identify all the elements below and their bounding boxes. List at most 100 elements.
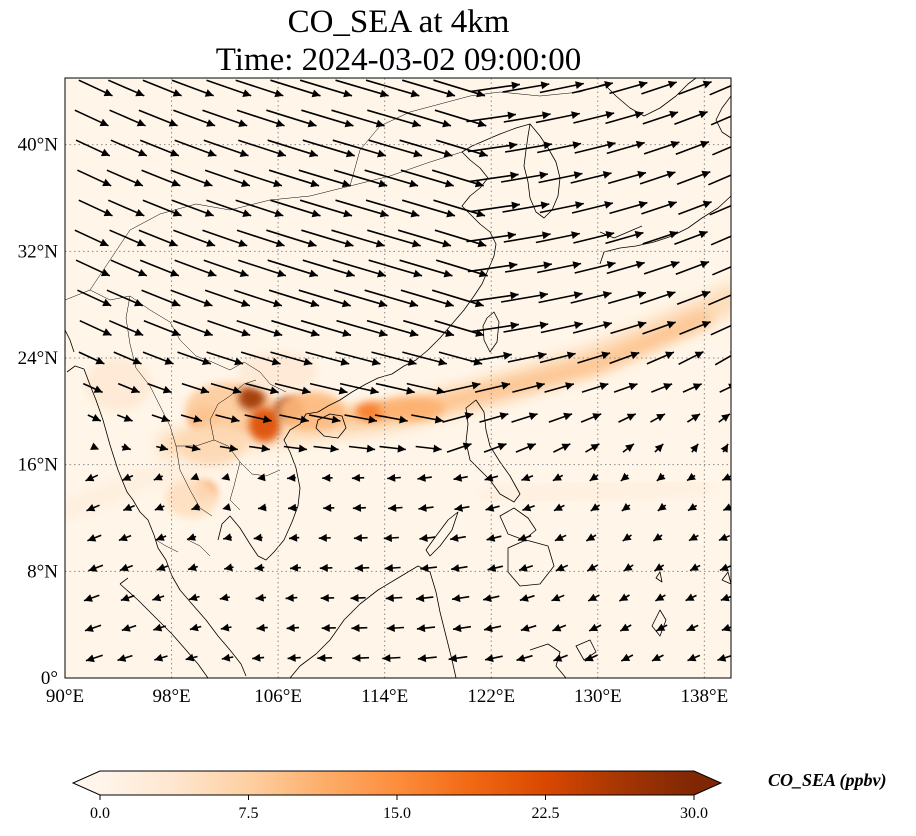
wind-arrow [234, 289, 283, 308]
wind-arrow [571, 201, 614, 214]
wind-arrow [620, 472, 630, 482]
coastline-pacific-islands [655, 571, 731, 585]
wind-arrow [686, 413, 701, 423]
wind-arrow [712, 266, 731, 276]
colorbar-max-extension [694, 771, 721, 795]
wind-arrow [646, 351, 675, 365]
wind-arrow [401, 199, 456, 218]
wind-arrow [170, 169, 213, 187]
wind-arrow [651, 383, 673, 393]
wind-arrow [106, 289, 144, 307]
wind-arrow [450, 564, 468, 572]
wind-arrow [522, 503, 535, 512]
wind-arrow [537, 261, 582, 274]
wind-arrow [109, 109, 146, 127]
wind-arrow [171, 199, 214, 217]
wind-arrow [544, 382, 575, 393]
wind-arrow [174, 259, 217, 277]
lat-tick-label: 40°N [18, 135, 59, 156]
map-frame [64, 77, 732, 679]
wind-arrow [554, 533, 567, 542]
wind-arrow [539, 81, 584, 94]
wind-arrow [416, 624, 436, 633]
wind-arrow [642, 110, 679, 125]
wind-arrow [236, 229, 285, 248]
wind-arrow [122, 503, 135, 512]
wind-arrow [621, 503, 631, 512]
wind-arrow [675, 140, 710, 156]
wind-arrow [590, 503, 601, 512]
wind-arrow [118, 533, 132, 542]
wind-arrow [301, 109, 354, 128]
wind-arrow [518, 564, 534, 572]
wind-arrow [308, 414, 341, 424]
wind-arrow [188, 593, 200, 602]
wind-arrow [254, 563, 265, 572]
wind-arrow [255, 593, 267, 602]
wind-arrow [452, 624, 472, 633]
wind-arrow [585, 443, 600, 453]
coastline-palawan [425, 511, 459, 557]
wind-arrow [78, 199, 113, 217]
wind-arrow [77, 289, 112, 307]
wind-arrow [639, 170, 676, 185]
co-hotspot [238, 386, 265, 410]
wind-arrow [154, 653, 168, 662]
wind-arrow [484, 473, 499, 482]
wind-arrow [570, 171, 612, 184]
wind-arrow [443, 381, 481, 393]
wind-arrow [470, 81, 521, 93]
colorbar-gradient [100, 771, 694, 795]
wind-arrow [252, 653, 265, 662]
wind-arrow [238, 259, 287, 278]
colorbar-tick-label: 0.0 [90, 805, 110, 822]
wind-arrow [383, 534, 399, 542]
lat-tick-label: 24°N [18, 348, 59, 369]
wind-arrow [446, 442, 472, 453]
wind-arrow [435, 139, 488, 158]
wind-arrow [613, 382, 638, 393]
wind-arrow [113, 351, 142, 365]
wind-arrow [350, 594, 366, 602]
wind-arrow [180, 414, 203, 423]
wind-arrow [641, 80, 677, 95]
wind-arrow [403, 319, 455, 337]
co-hotspot [164, 478, 219, 518]
wind-arrow [643, 140, 680, 155]
wind-arrow [253, 533, 263, 542]
wind-arrow [682, 383, 703, 393]
wind-arrow [535, 231, 580, 244]
wind-arrow [206, 351, 244, 366]
wind-arrow [688, 533, 699, 542]
wind-arrow [352, 654, 370, 662]
wind-arrow [555, 563, 569, 572]
wind-arrow [335, 79, 389, 98]
wind-arrow [433, 79, 486, 98]
wind-arrow [504, 261, 553, 273]
wind-arrow [708, 294, 731, 306]
wind-arrow [142, 79, 182, 97]
wind-arrow [153, 623, 167, 632]
lat-tick-label: 16°N [18, 455, 59, 476]
wind-arrow [580, 413, 602, 423]
wind-arrow [221, 473, 231, 481]
wind-arrow [285, 593, 298, 602]
wind-arrow [622, 443, 635, 453]
wind-arrow [382, 654, 401, 663]
coastline-mainland [66, 123, 531, 677]
wind-arrow [467, 261, 518, 273]
wind-arrow [287, 503, 298, 512]
wind-arrow [606, 140, 645, 155]
lon-tick-label: 90°E [46, 686, 84, 707]
wind-arrow [332, 259, 387, 278]
wind-arrow [317, 654, 333, 662]
wind-arrow [719, 383, 731, 393]
wind-arrow [618, 413, 637, 423]
wind-arrow [689, 563, 701, 572]
wind-arrow [266, 109, 317, 128]
lon-tick-label: 122°E [467, 686, 515, 707]
wind-arrow [519, 594, 535, 602]
wind-arrow [654, 593, 666, 602]
colorbar-tick-label: 15.0 [383, 805, 411, 822]
wind-arrow [434, 229, 487, 248]
